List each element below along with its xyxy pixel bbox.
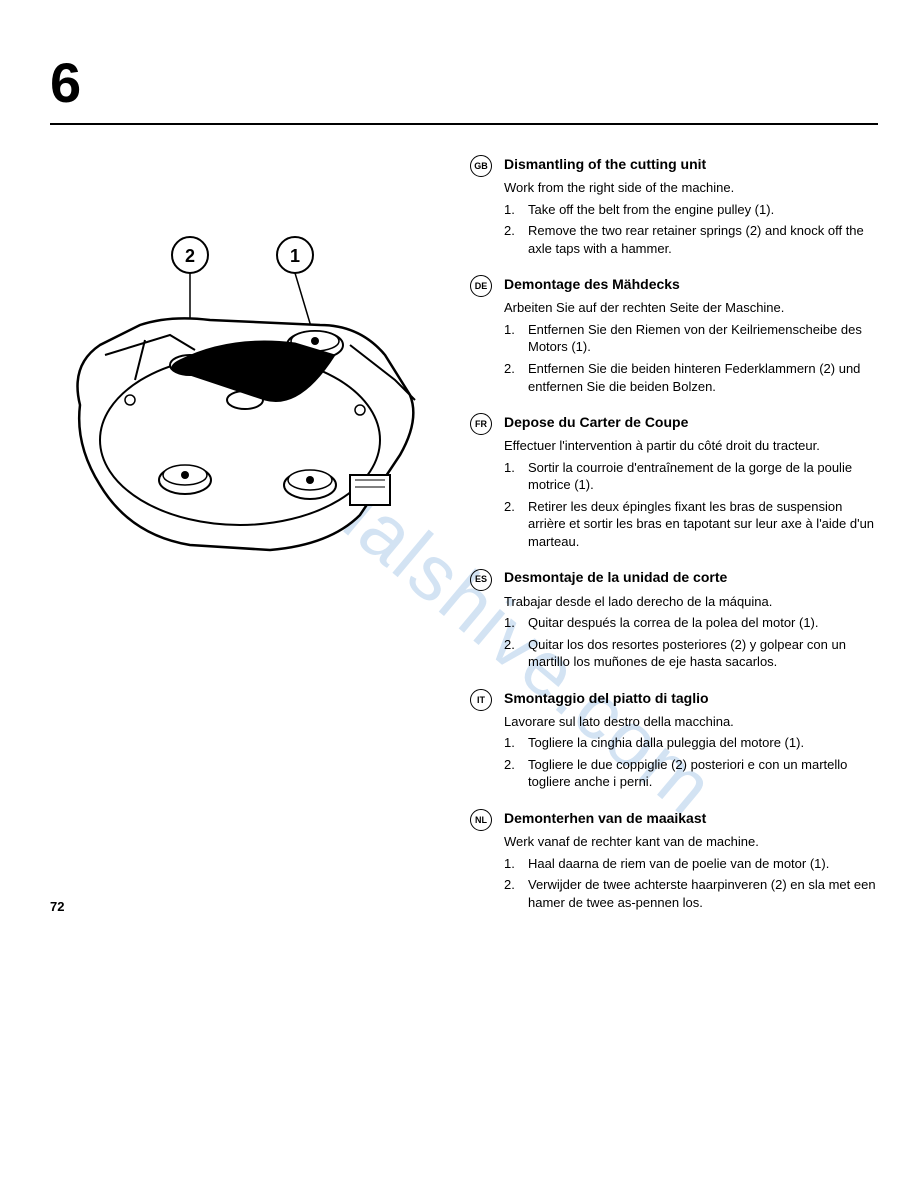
step-list: 1. Sortir la courroie d'entraînement de l… xyxy=(504,459,878,551)
section-title: Smontaggio del piatto di taglio xyxy=(504,689,709,708)
step-number: 2. xyxy=(504,222,518,257)
step-text: Take off the belt from the engine pulley… xyxy=(528,201,774,219)
content-wrapper: 2 1 xyxy=(50,155,878,929)
page-number: 72 xyxy=(50,899,878,914)
step-text: Togliere la cinghia dalla puleggia del m… xyxy=(528,734,804,752)
step-text: Quitar los dos resortes posteriores (2) … xyxy=(528,636,878,671)
step-text: Retirer les deux épingles fixant les bra… xyxy=(528,498,878,551)
lang-badge-gb: GB xyxy=(470,155,492,177)
lang-badge-de: DE xyxy=(470,275,492,297)
step-list: 1. Quitar después la correa de la polea d… xyxy=(504,614,878,671)
instructions-column: GB Dismantling of the cutting unit Work … xyxy=(470,155,878,929)
section-it: IT Smontaggio del piatto di taglio Lavor… xyxy=(470,689,878,791)
step-text: Entfernen Sie den Riemen von der Keilrie… xyxy=(528,321,878,356)
step-number: 2. xyxy=(504,360,518,395)
section-subtitle: Work from the right side of the machine. xyxy=(504,179,878,197)
section-title: Demontage des Mähdecks xyxy=(504,275,680,294)
section-subtitle: Arbeiten Sie auf der rechten Seite der M… xyxy=(504,299,878,317)
step-text: Togliere le due coppiglie (2) posteriori… xyxy=(528,756,878,791)
section-fr: FR Depose du Carter de Coupe Effectuer l… xyxy=(470,413,878,550)
section-de: DE Demontage des Mähdecks Arbeiten Sie a… xyxy=(470,275,878,395)
step-list: 1. Entfernen Sie den Riemen von der Keilr… xyxy=(504,321,878,395)
callout-1: 1 xyxy=(290,246,300,266)
lang-badge-nl: NL xyxy=(470,809,492,831)
step-text: Haal daarna de riem van de poelie van de… xyxy=(528,855,829,873)
cutting-unit-diagram: 2 1 xyxy=(50,225,430,585)
step-text: Quitar después la correa de la polea del… xyxy=(528,614,819,632)
step-number: 1. xyxy=(504,321,518,356)
section-title: Demonterhen van de maaikast xyxy=(504,809,706,828)
step-number: 1. xyxy=(504,855,518,873)
section-title: Depose du Carter de Coupe xyxy=(504,413,688,432)
step-text: Remove the two rear retainer springs (2)… xyxy=(528,222,878,257)
section-title: Dismantling of the cutting unit xyxy=(504,155,706,174)
step-number: 1. xyxy=(504,459,518,494)
lang-badge-es: ES xyxy=(470,569,492,591)
section-subtitle: Trabajar desde el lado derecho de la máq… xyxy=(504,593,878,611)
step-list: 1. Togliere la cinghia dalla puleggia del… xyxy=(504,734,878,791)
step-number: 2. xyxy=(504,756,518,791)
step-list: 1. Take off the belt from the engine pull… xyxy=(504,201,878,258)
step-text: Sortir la courroie d'entraînement de la … xyxy=(528,459,878,494)
lang-badge-fr: FR xyxy=(470,413,492,435)
step-number: 2. xyxy=(504,498,518,551)
section-subtitle: Effectuer l'intervention à partir du côt… xyxy=(504,437,878,455)
step-number: 1. xyxy=(504,201,518,219)
step-number: 1. xyxy=(504,734,518,752)
step-text: Entfernen Sie die beiden hinteren Federk… xyxy=(528,360,878,395)
step-number: 2. xyxy=(504,636,518,671)
step-number: 1. xyxy=(504,614,518,632)
section-es: ES Desmontaje de la unidad de corte Trab… xyxy=(470,568,878,670)
section-nl: NL Demonterhen van de maaikast Werk vana… xyxy=(470,809,878,911)
section-subtitle: Werk vanaf de rechter kant van de machin… xyxy=(504,833,878,851)
section-subtitle: Lavorare sul lato destro della macchina. xyxy=(504,713,878,731)
chapter-number: 6 xyxy=(50,50,878,115)
section-gb: GB Dismantling of the cutting unit Work … xyxy=(470,155,878,257)
header-divider xyxy=(50,123,878,125)
diagram-column: 2 1 xyxy=(50,155,450,929)
section-title: Desmontaje de la unidad de corte xyxy=(504,568,727,587)
callout-2: 2 xyxy=(185,246,195,266)
lang-badge-it: IT xyxy=(470,689,492,711)
